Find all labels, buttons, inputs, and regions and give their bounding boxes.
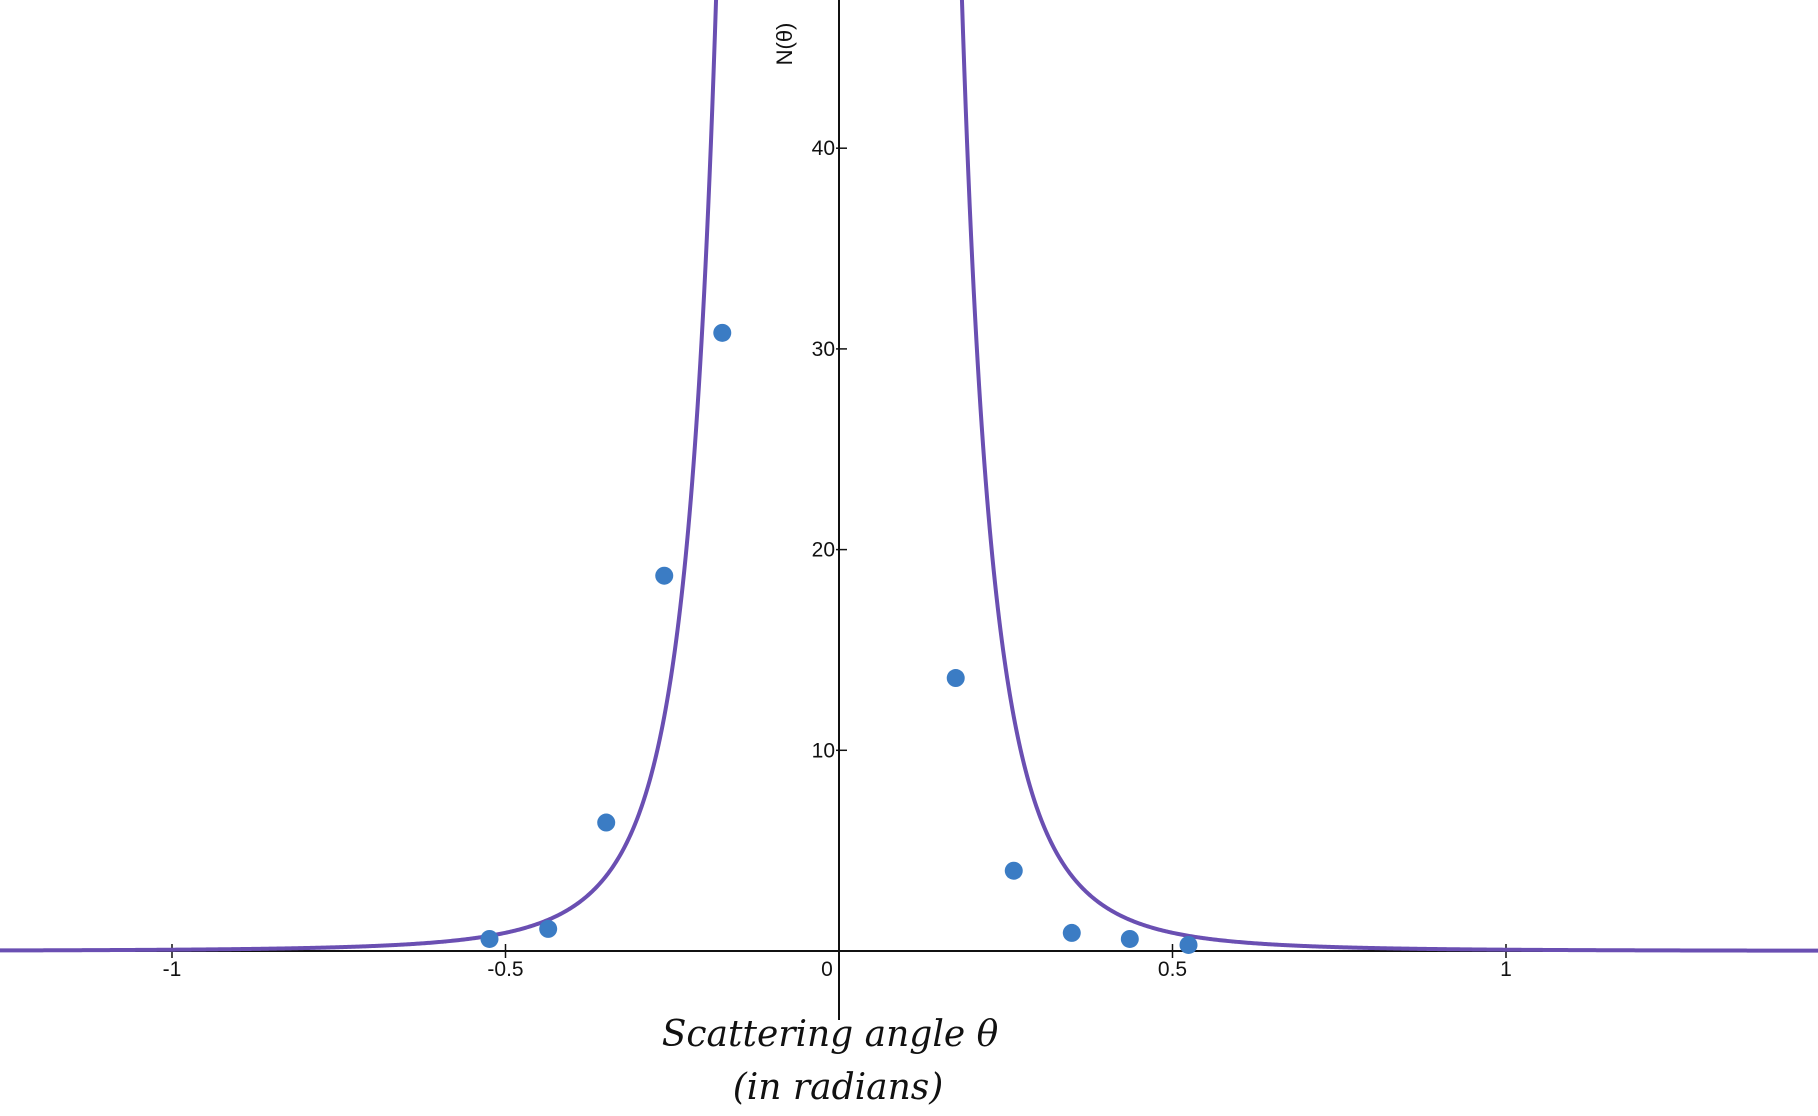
y-tick-label: 40	[812, 137, 835, 160]
x-axis-label-line2: (in radians)	[733, 1067, 944, 1108]
data-point	[1004, 861, 1023, 880]
data-point	[1120, 929, 1139, 948]
data-point	[597, 813, 616, 832]
data-point	[480, 929, 499, 948]
fit-curve-right-branch	[959, 0, 1818, 953]
data-point	[713, 323, 732, 342]
data-point	[946, 669, 965, 688]
fit-curve-left-branch	[0, 0, 719, 953]
data-point	[655, 566, 674, 585]
y-tick-label: 20	[812, 539, 835, 562]
x-tick-label: 1	[1500, 958, 1512, 981]
data-point	[1062, 923, 1081, 942]
axes: -1 -0.5 0 0.5 1 10 20 30 40	[0, 0, 1818, 1020]
labels-layer: N(θ) Scattering angle θ (in radians)	[662, 23, 999, 1108]
y-tick-label: 10	[812, 739, 835, 762]
x-tick-label: -0.5	[487, 958, 523, 981]
x-tick-label: -1	[163, 958, 182, 981]
y-axis-label: N(θ)	[772, 23, 797, 66]
x-tick-label: 0	[821, 958, 833, 981]
fit-curve-layer	[0, 0, 1818, 953]
data-points-layer	[480, 323, 1198, 954]
data-point	[1179, 935, 1198, 954]
x-tick-label: 0.5	[1158, 958, 1187, 981]
x-axis-label-line1: Scattering angle θ	[662, 1014, 999, 1055]
data-point	[539, 919, 558, 938]
y-tick-label: 30	[812, 338, 835, 361]
